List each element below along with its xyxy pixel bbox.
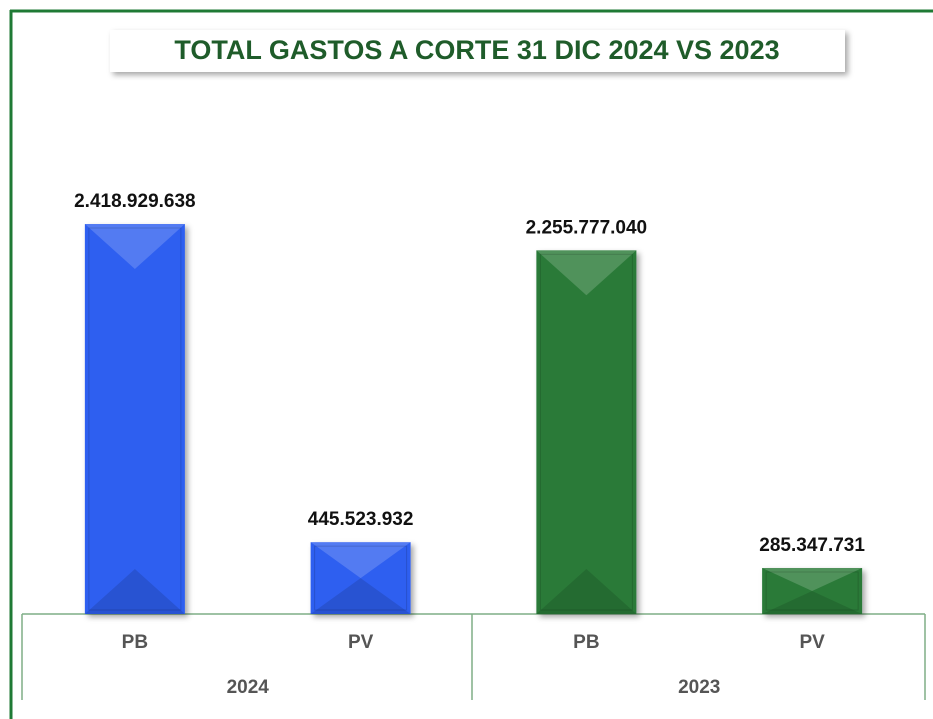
x-tick-label: PV (799, 632, 825, 653)
bar-bevel (536, 250, 637, 296)
bar-edge (539, 253, 633, 611)
bar (84, 224, 185, 614)
bar-bevel (310, 542, 411, 579)
x-tick-label: PB (122, 632, 148, 653)
bar-edge (765, 571, 859, 611)
group-label: 2023 (678, 677, 720, 698)
bar-bevel (84, 569, 185, 614)
bar-bevel (762, 590, 863, 614)
bar-edge (314, 545, 408, 611)
x-tick-label: PB (573, 632, 599, 653)
chart-title: TOTAL GASTOS A CORTE 31 DIC 2024 VS 2023 (174, 35, 779, 65)
value-label: 2.418.929.638 (74, 191, 196, 212)
x-tick-label: PV (348, 632, 374, 653)
value-label: 2.255.777.040 (526, 217, 648, 238)
bar (536, 250, 637, 615)
bar-bevel (762, 567, 863, 591)
bar-edge (88, 227, 182, 611)
bar (762, 567, 863, 614)
title-box (110, 30, 845, 72)
value-label: 285.347.731 (759, 535, 865, 556)
bar (310, 542, 411, 614)
group-label: 2024 (227, 677, 270, 698)
bar-bevel (536, 569, 637, 614)
bar-bevel (310, 578, 411, 614)
bar-bevel (84, 224, 185, 269)
value-label: 445.523.932 (308, 509, 414, 530)
